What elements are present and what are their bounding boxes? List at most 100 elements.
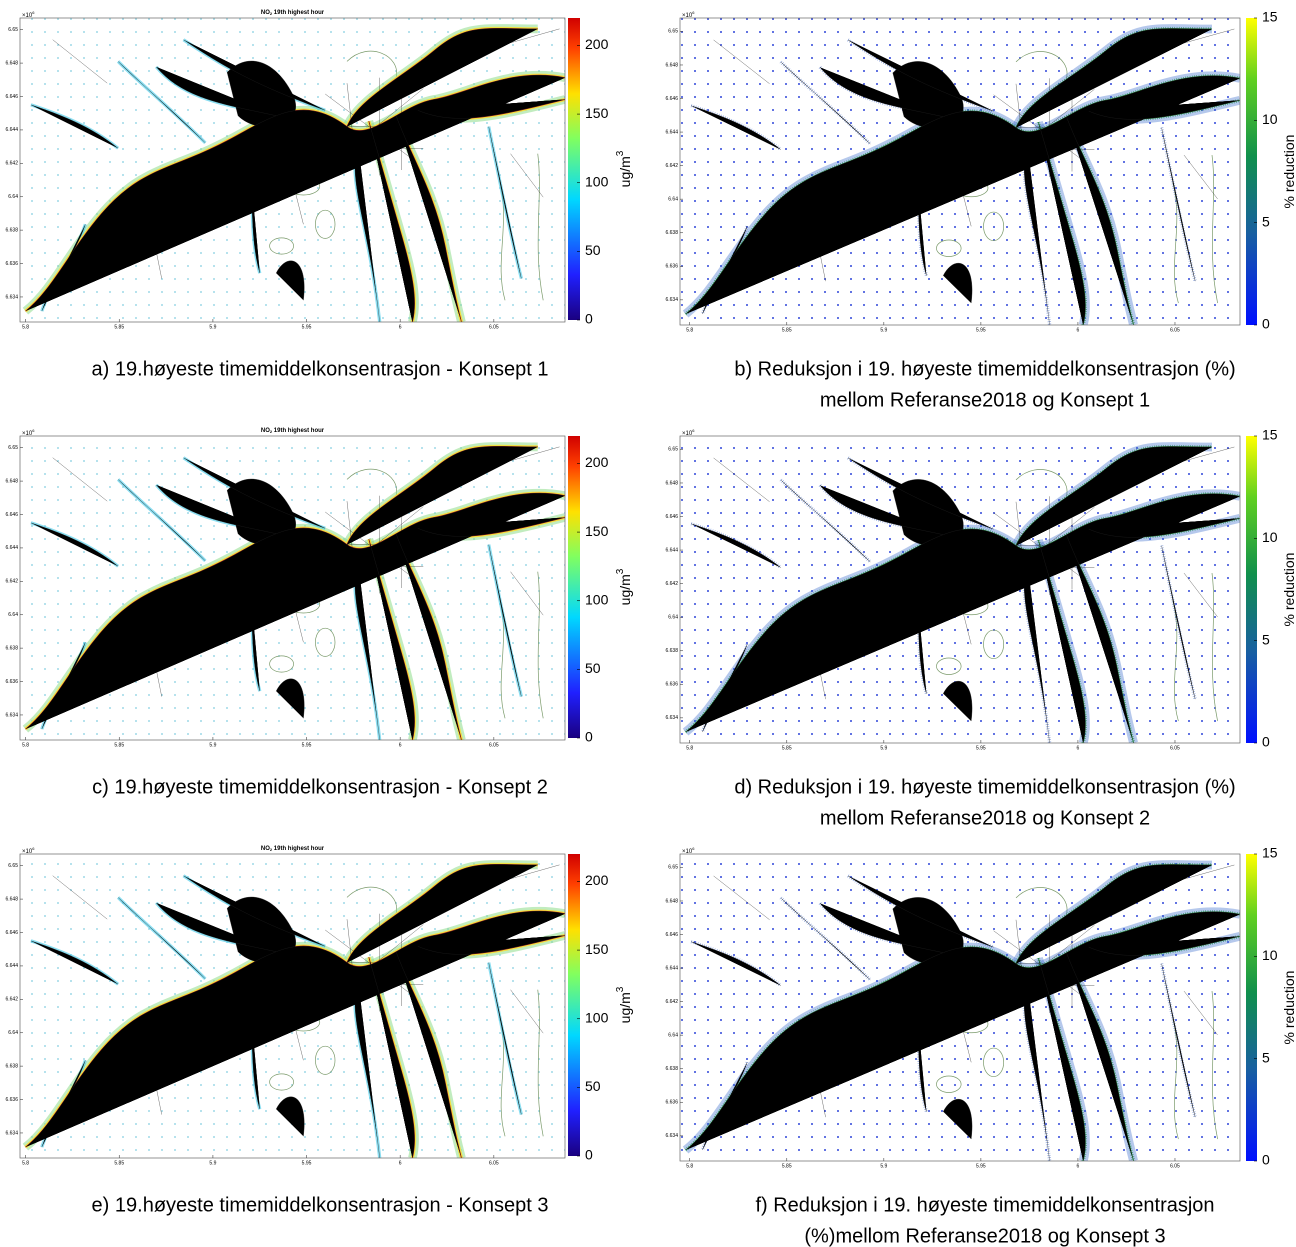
y-tick-label: 6.64 [8, 1030, 18, 1036]
y-tick-label: 6.644 [665, 547, 678, 553]
title-sub: 2 [270, 11, 273, 16]
y-tick-label: 6.646 [665, 96, 678, 102]
colorbar-tick-label: 150 [585, 105, 609, 121]
x-tick-label: 5.8 [686, 745, 693, 751]
y-tick-label: 6.648 [5, 60, 18, 66]
y-tick-label: 6.634 [5, 712, 18, 718]
colorbar-tick-label: 0 [585, 1147, 593, 1163]
y-tick-label: 6.638 [5, 1063, 18, 1069]
y-tick-label: 6.64 [8, 194, 18, 200]
x-tick-label: 5.85 [114, 742, 124, 748]
y-tick-label: 6.644 [5, 545, 18, 551]
x-tick-label: 5.95 [976, 745, 986, 751]
caption: mellom Referanse2018 og Konsept 2 [820, 807, 1150, 829]
colorbar-label: ug/m3 [615, 568, 633, 605]
axis-exponent: ×106 [22, 846, 35, 855]
colorbar-label: % reduction [1281, 971, 1296, 1045]
colorbar-tick-label: 15 [1262, 845, 1278, 861]
y-tick-label: 6.646 [665, 514, 678, 520]
x-tick-label: 5.9 [880, 327, 887, 333]
y-tick-label: 6.638 [5, 645, 18, 651]
y-tick-label: 6.636 [665, 682, 678, 688]
y-tick-label: 6.644 [665, 129, 678, 135]
caption: c) 19.høyeste timemiddelkonsentrasjon - … [92, 776, 548, 798]
colorbar-tick-label: 0 [1262, 1152, 1270, 1168]
y-tick-label: 6.634 [5, 1130, 18, 1136]
exponent-base: ×10 [22, 849, 33, 855]
colorbar-tick-label: 15 [1262, 427, 1278, 443]
colorbar-label-text: ug/m [617, 992, 633, 1023]
colorbar-tick-label: 0 [1262, 316, 1270, 332]
colorbar-tick-label: 5 [1262, 1049, 1270, 1065]
colorbar-label: % reduction [1281, 135, 1296, 209]
colorbar-tick-label: 100 [585, 591, 609, 607]
colorbar [1246, 18, 1257, 325]
x-tick-label: 5.8 [22, 742, 29, 748]
colorbar-label: % reduction [1281, 553, 1296, 627]
panel: 5.8 5.85 5.9 5.95 6 6.056.656.6486.6466.6446.… [665, 427, 1296, 830]
colorbar-label-text: % reduction [1281, 971, 1296, 1045]
map-title: NO2 19th highest hour [261, 846, 325, 852]
x-tick-label: 5.9 [209, 324, 216, 330]
x-tick-label: 6 [399, 324, 402, 330]
caption: e) 19.høyeste timemiddelkonsentrasjon - … [92, 1194, 549, 1216]
exponent-base: ×10 [682, 849, 693, 855]
colorbar-tick-label: 0 [1262, 734, 1270, 750]
colorbar [1246, 854, 1257, 1161]
y-tick-label: 6.65 [668, 865, 678, 871]
exponent-power: 6 [32, 428, 35, 433]
axis-exponent: ×106 [22, 10, 35, 19]
title-rest: 19th highest hour [272, 10, 325, 16]
colorbar-tick-label: 100 [585, 1009, 609, 1025]
colorbar-label-text: % reduction [1281, 135, 1296, 209]
x-tick-label: 5.8 [686, 1163, 693, 1169]
x-tick-label: 5.9 [880, 745, 887, 751]
y-tick-label: 6.646 [5, 94, 18, 100]
x-tick-label: 6.05 [489, 324, 499, 330]
y-tick-label: 6.642 [665, 163, 678, 169]
y-tick-label: 6.65 [8, 445, 18, 451]
caption: d) Reduksjon i 19. høyeste timemiddelkon… [734, 776, 1235, 798]
x-tick-label: 5.85 [782, 745, 792, 751]
x-tick-label: 5.95 [302, 1160, 312, 1166]
colorbar-label-text: ug/m [617, 156, 633, 187]
colorbar-tick-label: 15 [1262, 9, 1278, 25]
y-tick-label: 6.648 [665, 62, 678, 68]
colorbar [568, 854, 580, 1156]
exponent-base: ×10 [682, 431, 693, 437]
x-tick-label: 5.9 [209, 742, 216, 748]
exponent-power: 6 [32, 846, 35, 851]
panel: 5.8 5.85 5.9 5.95 6 6.056.656.6486.6466.6446.… [5, 10, 632, 381]
title-main: NO [261, 428, 270, 434]
x-tick-label: 5.85 [782, 1163, 792, 1169]
caption: f) Reduksjon i 19. høyeste timemiddelkon… [755, 1194, 1214, 1216]
y-tick-label: 6.642 [665, 581, 678, 587]
y-tick-label: 6.648 [5, 896, 18, 902]
map-frame [679, 17, 1241, 326]
colorbar [568, 436, 580, 738]
y-tick-label: 6.636 [665, 264, 678, 270]
y-tick-label: 6.64 [668, 615, 678, 621]
colorbar-tick-label: 200 [585, 36, 609, 52]
y-tick-label: 6.644 [5, 963, 18, 969]
colorbar-label: ug/m3 [615, 986, 633, 1023]
map-frame [679, 435, 1241, 744]
colorbar-label-text: % reduction [1281, 553, 1296, 627]
y-tick-label: 6.642 [5, 997, 18, 1003]
map-title: NO2 19th highest hour [261, 428, 325, 434]
y-tick-label: 6.65 [668, 447, 678, 453]
x-tick-label: 5.85 [114, 324, 124, 330]
y-tick-label: 6.648 [665, 898, 678, 904]
map-frame [19, 17, 566, 323]
colorbar [1246, 436, 1257, 743]
axis-exponent: ×106 [682, 428, 695, 437]
y-tick-label: 6.642 [5, 579, 18, 585]
panel: 5.8 5.85 5.9 5.95 6 6.056.656.6486.6466.6446.… [665, 845, 1296, 1247]
colorbar-tick-label: 0 [585, 311, 593, 327]
colorbar-tick-label: 100 [585, 173, 609, 189]
colorbar-label-text: ug/m [617, 574, 633, 605]
title-rest: 19th highest hour [272, 846, 325, 852]
colorbar-tick-label: 200 [585, 454, 609, 470]
axis-exponent: ×106 [22, 428, 35, 437]
